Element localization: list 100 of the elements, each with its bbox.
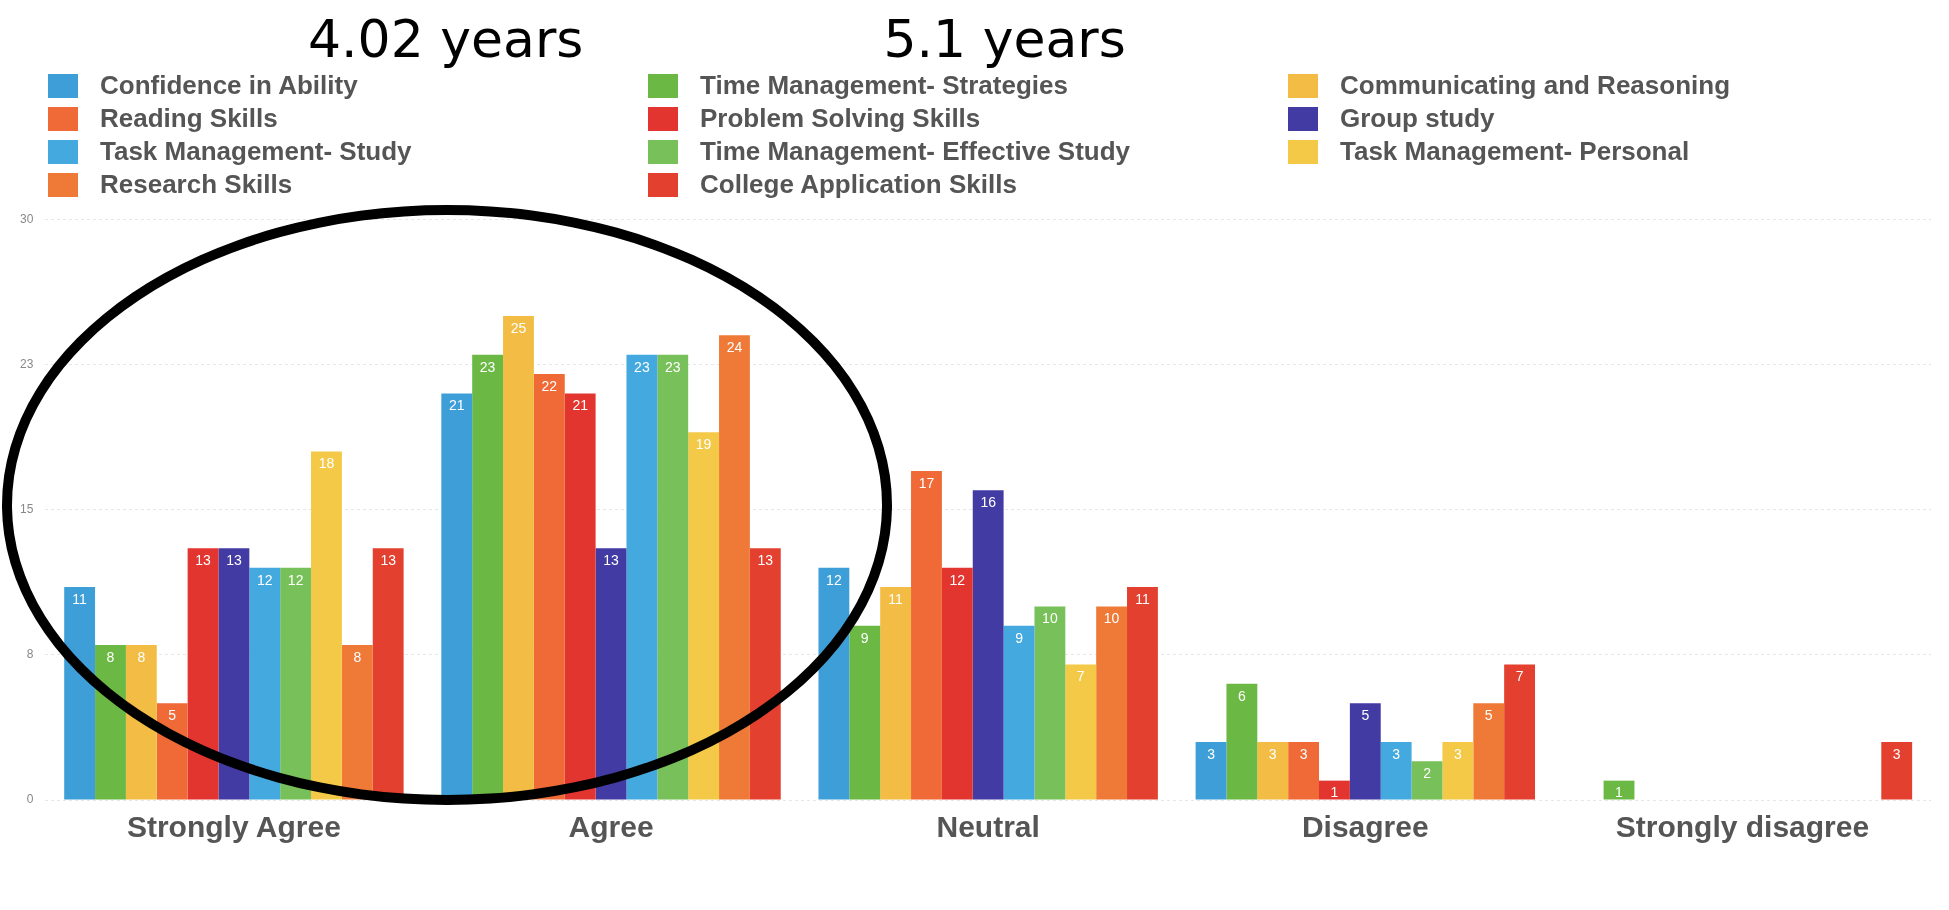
data-label: 12 [949,571,966,588]
legend-label: Task Management- Study [100,136,412,167]
bar [1442,741,1474,800]
bar [1034,606,1066,800]
data-label: 21 [448,397,465,414]
data-label: 12 [826,571,842,588]
data-label: 13 [757,552,774,569]
x-tick-label: Disagree [1301,810,1429,844]
bar [1380,741,1412,800]
legend-label: Confidence in Ability [100,70,358,101]
data-label: 8 [137,648,146,665]
bar [1603,780,1635,800]
x-tick-label: Strongly disagree [1615,810,1870,844]
bar [533,374,565,800]
bar [911,470,942,800]
data-label: 23 [634,358,650,375]
data-label: 9 [860,629,869,646]
data-label: 1 [1330,784,1339,801]
bar [1127,587,1158,800]
bar [187,548,219,800]
text: 4.02 years [308,8,584,70]
data-label: 5 [168,707,177,724]
data-label: 9 [1015,629,1024,646]
bar [1257,741,1289,800]
legend-label: Research Skills [100,169,293,200]
data-label: 24 [726,339,743,356]
data-label: 5 [1361,707,1370,724]
data-label: 19 [695,436,712,453]
y-tick-label: 8 [26,647,34,662]
bar [218,548,250,800]
bar [595,548,627,800]
data-label: 23 [664,358,681,375]
legend-label: Task Management- Personal [1340,136,1690,167]
data-label: 10 [1042,610,1058,627]
data-label: 13 [603,552,620,569]
data-label: 10 [1103,610,1120,627]
bar [1411,761,1443,800]
bar [1096,606,1128,800]
data-label: 11 [1135,590,1150,607]
data-label: 3 [1207,745,1216,762]
bar [1504,664,1536,800]
data-label: 23 [479,358,496,375]
bar [1349,703,1381,800]
data-label: 13 [226,552,242,569]
bar [688,432,720,800]
bar [1065,664,1097,800]
data-label: 3 [1892,745,1901,762]
legend-label: College Application Skills [700,169,1017,200]
bar [719,335,750,800]
data-label: 8 [106,648,115,665]
legend-label: Group study [1340,103,1495,134]
y-tick-label: 15 [19,501,34,516]
bar [341,645,373,800]
x-tick-label: Agree [568,810,654,844]
x-tick-label: Strongly Agree [126,810,341,844]
bar [1226,683,1258,800]
data-label: 5 [1484,707,1493,724]
data-label: 1 [1615,784,1624,801]
data-label: 3 [1453,745,1462,762]
bar [941,567,973,800]
bar [749,548,781,800]
data-label: 12 [287,571,304,588]
bar [1881,741,1913,800]
data-label: 3 [1392,745,1401,762]
bar [64,587,96,800]
bar [972,490,1004,800]
bar [1319,780,1350,800]
bar [125,645,157,800]
y-tick-label: 0 [26,792,34,807]
data-label: 12 [256,571,273,588]
data-label: 17 [918,474,935,491]
text: 5.1 years [883,8,1126,70]
bar [1288,741,1320,800]
data-label: 13 [380,552,397,569]
bar [1003,625,1035,800]
bar [249,567,281,800]
data-label: 2 [1423,765,1432,782]
data-label: 25 [510,319,527,336]
bar [626,354,658,800]
bar [657,354,689,800]
data-label: 3 [1268,745,1277,762]
data-label: 7 [1515,668,1524,685]
data-label: 8 [353,648,362,665]
y-tick-label: 23 [19,356,34,371]
data-label: 13 [195,552,212,569]
bar [564,393,596,800]
data-label: 6 [1237,687,1246,704]
data-label: 11 [888,590,904,607]
data-label: 11 [72,590,88,607]
bar [311,451,342,800]
data-label: 7 [1076,668,1085,685]
legend-label: Communicating and Reasoning [1340,70,1731,101]
data-label: 18 [318,455,335,472]
bar [280,567,312,800]
bar [95,645,126,800]
legend-label: Problem Solving Skills [700,103,981,134]
bar [849,625,881,800]
x-tick-label: Neutral [936,810,1040,844]
legend-label: Time Management- Strategies [700,70,1068,101]
bar [880,587,912,800]
